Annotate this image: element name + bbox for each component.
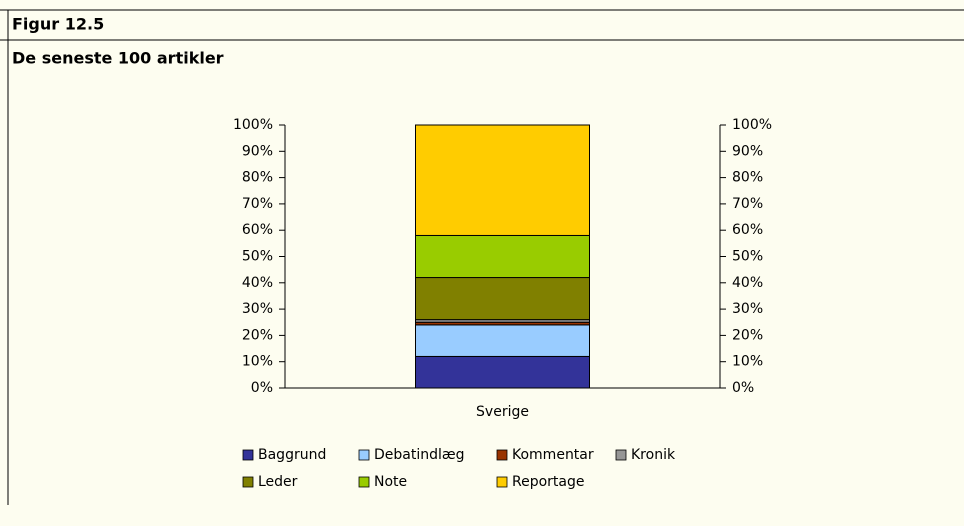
y2-tick-label: 90% xyxy=(732,143,763,159)
y-tick-label: 50% xyxy=(242,249,273,265)
legend-label: Note xyxy=(374,474,407,490)
y2-tick-label: 30% xyxy=(732,301,763,317)
x-tick-label: Sverige xyxy=(476,404,529,420)
figure-label: Figur 12.5 xyxy=(12,15,104,34)
y2-tick-label: 0% xyxy=(732,380,754,396)
legend-swatch xyxy=(358,476,370,488)
bar-segment xyxy=(415,324,590,357)
y-tick-label: 90% xyxy=(242,143,273,159)
y2-tick-label: 50% xyxy=(732,249,763,265)
bar-segment xyxy=(415,355,590,389)
y2-tick-label: 40% xyxy=(732,275,763,291)
legend-swatch xyxy=(496,476,508,488)
bar-segment xyxy=(415,234,590,279)
bar-segment xyxy=(415,277,590,321)
y-tick-label: 100% xyxy=(233,117,273,133)
legend-swatch xyxy=(615,449,627,461)
legend-label: Reportage xyxy=(512,474,585,490)
legend-swatch xyxy=(496,449,508,461)
bar-segment xyxy=(415,124,590,236)
y2-tick-label: 100% xyxy=(732,117,772,133)
legend-label: Kronik xyxy=(631,447,676,463)
legend-swatch xyxy=(242,449,254,461)
y-tick-label: 10% xyxy=(242,354,273,370)
legend-swatch xyxy=(242,476,254,488)
legend-swatch xyxy=(358,449,370,461)
legend-label: Baggrund xyxy=(258,447,326,463)
y2-tick-label: 10% xyxy=(732,354,763,370)
y2-tick-label: 70% xyxy=(732,196,763,212)
legend-label: Leder xyxy=(258,474,298,490)
y2-tick-label: 20% xyxy=(732,327,763,343)
y-tick-label: 70% xyxy=(242,196,273,212)
y2-tick-label: 60% xyxy=(732,222,763,238)
chart-title: De seneste 100 artikler xyxy=(12,49,224,68)
y-tick-label: 60% xyxy=(242,222,273,238)
y-tick-label: 80% xyxy=(242,170,273,186)
legend-label: Kommentar xyxy=(512,447,594,463)
legend-label: Debatindlæg xyxy=(374,447,465,463)
y-tick-label: 0% xyxy=(251,380,273,396)
y2-tick-label: 80% xyxy=(732,170,763,186)
y-tick-label: 40% xyxy=(242,275,273,291)
y-tick-label: 20% xyxy=(242,327,273,343)
y-tick-label: 30% xyxy=(242,301,273,317)
